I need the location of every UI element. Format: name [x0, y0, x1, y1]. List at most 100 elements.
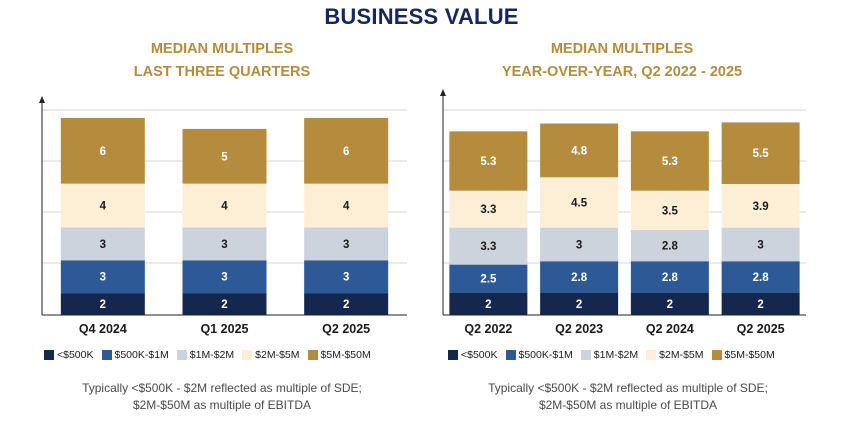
right-x-tick-label: Q2 2022 [464, 322, 512, 336]
right-legend-item: $1M-$2M [580, 349, 639, 361]
left-bar-segment [182, 293, 267, 315]
right-chart-title-line-2: YEAR-OVER-YEAR, Q2 2022 - 2025 [501, 64, 743, 80]
right-data-label: 3.3 [480, 204, 496, 216]
legend-label: <$500K [461, 349, 498, 361]
left-legend-item: $2M-$5M [242, 349, 300, 361]
right-data-label: 2 [757, 299, 763, 311]
left-legend-item: $5M-$50M [307, 349, 371, 361]
left-data-label: 4 [343, 201, 350, 213]
legend-swatch [505, 350, 516, 360]
right-data-label: 4.5 [571, 197, 588, 209]
left-chart-title-line-1: MEDIAN MULTIPLES [150, 41, 294, 57]
right-legend-item: $5M-$50M [711, 349, 775, 361]
legend-label: <$500K [57, 349, 94, 361]
right-bar-segment [540, 292, 619, 315]
right-bar-segment [449, 264, 528, 293]
right-x-tick-label: Q2 2024 [646, 322, 694, 336]
left-bar-segment [304, 260, 389, 294]
right-bar-segment [630, 190, 709, 230]
left-bar-segment [60, 227, 145, 261]
right-bar-segment [449, 227, 528, 265]
right-data-label: 2.8 [753, 272, 770, 284]
left-data-label: 6 [100, 146, 106, 158]
left-data-label: 5 [221, 151, 228, 163]
right-bar-segment [630, 229, 709, 262]
legend-label: $5M-$50M [724, 349, 775, 361]
left-bar-segment [60, 117, 145, 184]
right-footnote-line-1: Typically <$500K - $2M reflected as mult… [488, 381, 768, 395]
legend-label: $500K-$1M [114, 349, 169, 361]
legend-swatch [307, 350, 318, 360]
legend-label: $1M-$2M [189, 349, 235, 361]
left-bar-segment [60, 183, 145, 228]
right-bar-segment [540, 261, 619, 293]
left-data-label: 3 [221, 272, 227, 284]
right-bar-segment [449, 131, 528, 191]
left-data-label: 3 [343, 239, 349, 251]
legend-swatch [176, 350, 187, 360]
left-data-label: 3 [221, 239, 227, 251]
left-x-tick-label: Q2 2025 [322, 322, 370, 336]
left-footnote: Typically <$500K - $2M reflected as mult… [22, 380, 422, 414]
left-legend-item: $500K-$1M [101, 349, 169, 361]
left-bar-segment [182, 260, 267, 294]
left-x-tick-label: Q4 2024 [79, 322, 127, 336]
legend-label: $5M-$50M [320, 349, 371, 361]
right-data-label: 3 [576, 239, 582, 251]
right-legend-item: <$500K [448, 349, 498, 361]
left-legend: <$500K $500K-$1M $1M-$2M $2M-$5M $5M-$50… [44, 349, 379, 361]
right-data-label: 5.3 [662, 156, 678, 168]
left-data-label: 2 [100, 299, 106, 311]
legend-swatch [646, 350, 657, 360]
right-bar-segment [721, 227, 800, 262]
right-footnote: Typically <$500K - $2M reflected as mult… [428, 380, 828, 414]
right-legend: <$500K $500K-$1M $1M-$2M $2M-$5M $5M-$50… [448, 349, 783, 361]
right-legend-item: $500K-$1M [505, 349, 573, 361]
right-data-label: 3.5 [662, 205, 679, 217]
left-bar-segment [60, 293, 145, 315]
left-bar-segment [182, 227, 267, 261]
left-data-label: 2 [221, 299, 227, 311]
left-bar-segment [182, 128, 267, 184]
legend-swatch [448, 350, 458, 360]
legend-swatch [44, 350, 54, 360]
right-data-label: 3.9 [753, 201, 769, 213]
right-data-label: 3.3 [480, 241, 496, 253]
right-data-label: 2 [576, 299, 582, 311]
right-bar-segment [721, 261, 800, 293]
legend-swatch [101, 350, 112, 360]
page-title: BUSINESS VALUE [324, 4, 519, 29]
right-x-tick-label: Q2 2025 [737, 322, 785, 336]
right-data-label: 4.8 [571, 145, 588, 157]
right-data-label: 2.5 [480, 274, 497, 286]
right-data-label: 2 [485, 299, 491, 311]
right-legend-item: $2M-$5M [646, 349, 704, 361]
right-footnote-line-2: $2M-$50M as multiple of EBITDA [538, 398, 718, 412]
right-data-label: 2.8 [662, 272, 679, 284]
left-bar-segment [60, 260, 145, 294]
left-legend-item: $1M-$2M [176, 349, 235, 361]
left-data-label: 3 [100, 239, 106, 251]
left-data-label: 6 [343, 146, 349, 158]
left-chart-title: MEDIAN MULTIPLES LAST THREE QUARTERS [22, 38, 422, 84]
left-data-label: 4 [221, 201, 228, 213]
left-footnote-line-1: Typically <$500K - $2M reflected as mult… [82, 381, 362, 395]
right-bar-segment [630, 131, 709, 191]
left-bar-segment [304, 293, 389, 315]
right-x-tick-label: Q2 2023 [555, 322, 603, 336]
right-data-label: 2.8 [662, 241, 679, 253]
left-data-label: 2 [343, 299, 349, 311]
legend-label: $2M-$5M [659, 349, 704, 361]
right-bar-segment [449, 292, 528, 315]
right-bar-segment [721, 122, 800, 184]
right-data-label: 2.8 [571, 272, 588, 284]
right-bar-segment [721, 292, 800, 315]
legend-swatch [242, 350, 253, 360]
left-chart-title-line-2: LAST THREE QUARTERS [133, 64, 311, 80]
right-bar-segment [721, 183, 800, 228]
right-bar-segment [540, 227, 619, 262]
right-bar-segment [630, 292, 709, 315]
legend-label: $2M-$5M [255, 349, 300, 361]
legend-label: $1M-$2M [593, 349, 639, 361]
